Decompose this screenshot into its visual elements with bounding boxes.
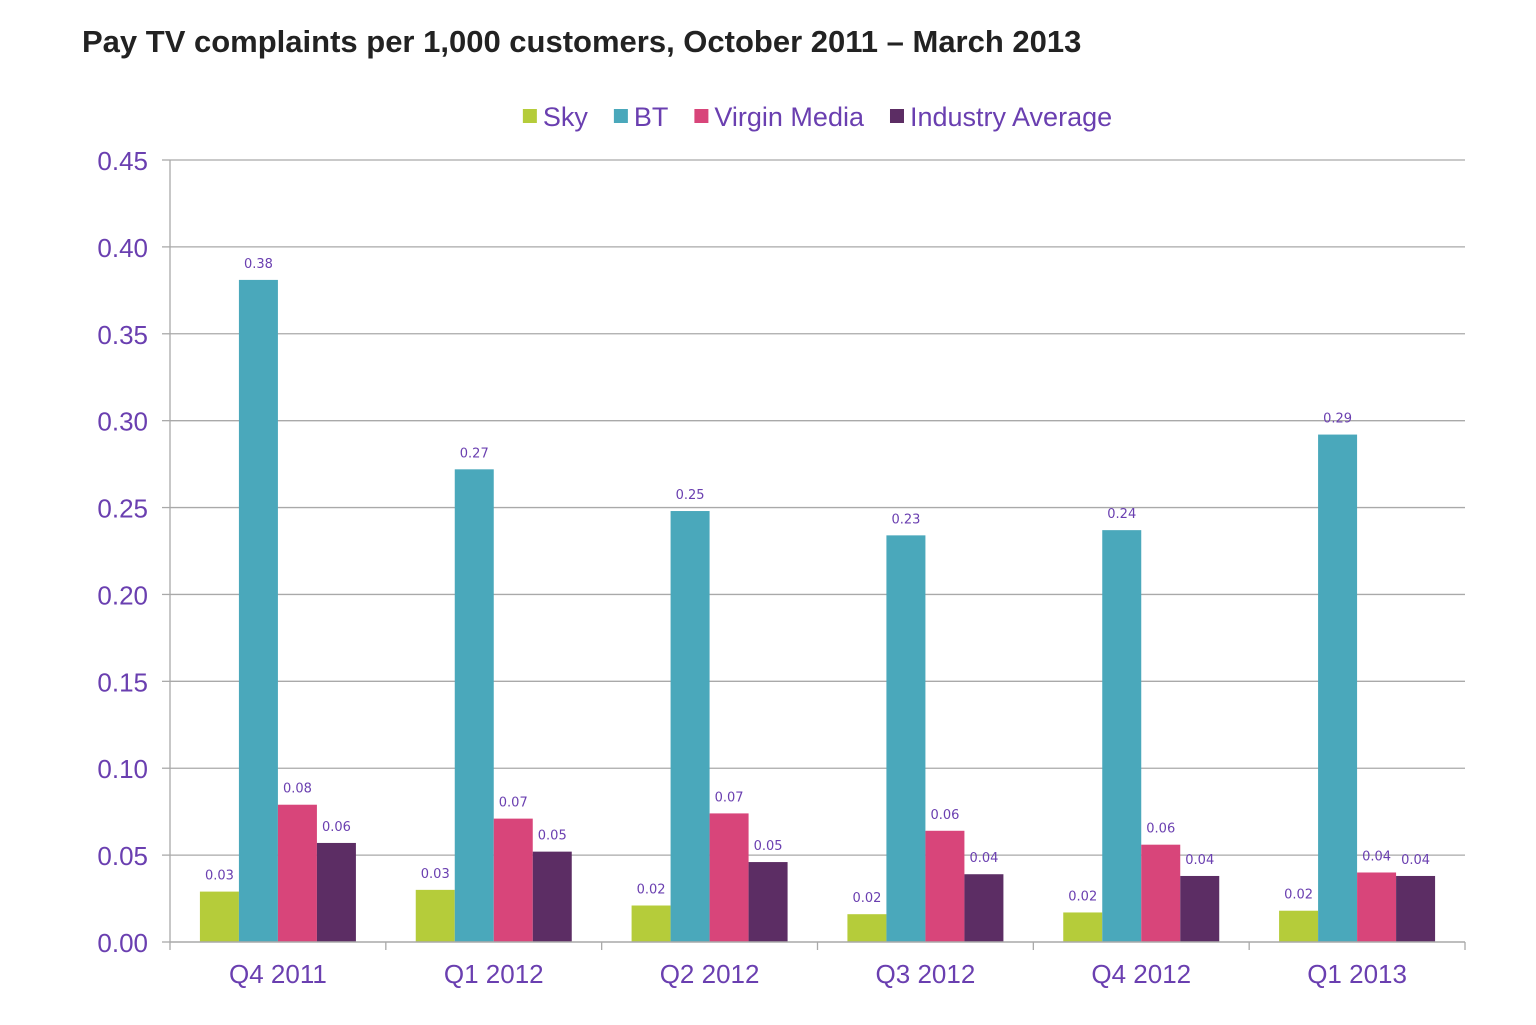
data-label: 0.02 bbox=[1284, 888, 1313, 903]
legend-label: BT bbox=[634, 102, 669, 132]
legend-label: Virgin Media bbox=[714, 102, 865, 132]
data-label: 0.06 bbox=[1146, 822, 1175, 837]
bar-industry-average bbox=[964, 874, 1004, 942]
bar-sky bbox=[631, 905, 671, 942]
data-label: 0.29 bbox=[1323, 412, 1352, 427]
bar-bt bbox=[1318, 434, 1358, 942]
bar-virgin-media bbox=[493, 818, 533, 942]
data-label: 0.04 bbox=[969, 851, 998, 866]
y-tick-label: 0.40 bbox=[97, 233, 148, 263]
x-category-label: Q1 2013 bbox=[1307, 959, 1407, 989]
bar-bt bbox=[670, 511, 710, 942]
chart-title: Pay TV complaints per 1,000 customers, O… bbox=[82, 24, 1082, 59]
legend-swatch bbox=[694, 109, 709, 123]
data-label: 0.27 bbox=[460, 446, 489, 461]
chart-legend: Sky BT Virgin Media Industry Average bbox=[522, 102, 1112, 132]
legend-item: Sky bbox=[522, 102, 589, 132]
bar-industry-average bbox=[532, 851, 572, 942]
data-label: 0.38 bbox=[244, 257, 273, 272]
bar-sky bbox=[415, 889, 455, 942]
x-axis: Q4 2011 Q1 2012 Q2 2012 Q3 2012 Q4 2012 Q1 20… bbox=[169, 941, 1466, 989]
bar-bt bbox=[886, 535, 926, 942]
bar-virgin-media bbox=[709, 813, 749, 942]
bar-sky bbox=[847, 914, 887, 942]
data-label: 0.06 bbox=[930, 808, 959, 823]
y-axis: 0.00 0.05 0.10 0.15 0.20 0.25 0.30 0.35 0.40 0.45 bbox=[97, 146, 171, 958]
data-label: 0.05 bbox=[538, 829, 567, 844]
bar-sky bbox=[199, 891, 239, 942]
bar-industry-average bbox=[1180, 875, 1220, 942]
y-tick-label: 0.10 bbox=[97, 754, 148, 784]
bar-virgin-media bbox=[277, 804, 317, 942]
legend-label: Sky bbox=[543, 102, 589, 132]
legend-swatch bbox=[613, 109, 628, 123]
legend-swatch bbox=[522, 109, 537, 123]
legend-item: Virgin Media bbox=[694, 102, 865, 132]
y-tick-label: 0.00 bbox=[97, 928, 148, 958]
data-label: 0.23 bbox=[891, 512, 920, 527]
legend-item: BT bbox=[613, 102, 669, 132]
y-tick-label: 0.45 bbox=[97, 146, 148, 176]
x-category-label: Q3 2012 bbox=[876, 959, 976, 989]
bar-virgin-media bbox=[925, 830, 965, 942]
x-category-label: Q2 2012 bbox=[660, 959, 760, 989]
legend-item: Industry Average bbox=[889, 102, 1112, 132]
data-label: 0.05 bbox=[754, 839, 783, 854]
x-category-label: Q4 2012 bbox=[1091, 959, 1191, 989]
data-label: 0.03 bbox=[421, 867, 450, 882]
data-label: 0.04 bbox=[1362, 849, 1391, 864]
bar-virgin-media bbox=[1357, 872, 1397, 942]
data-label: 0.02 bbox=[637, 883, 666, 898]
data-label: 0.04 bbox=[1401, 853, 1430, 868]
data-label: 0.08 bbox=[283, 782, 312, 797]
bar-sky bbox=[1063, 912, 1103, 942]
data-label: 0.24 bbox=[1107, 507, 1136, 522]
bar-virgin-media bbox=[1141, 844, 1181, 942]
y-tick-label: 0.20 bbox=[97, 580, 148, 610]
bar-bt bbox=[238, 279, 278, 942]
bar-bt bbox=[454, 469, 494, 942]
y-tick-label: 0.15 bbox=[97, 667, 148, 697]
legend-label: Industry Average bbox=[910, 102, 1112, 132]
data-label: 0.03 bbox=[205, 869, 234, 884]
data-label: 0.06 bbox=[322, 820, 351, 835]
bar-industry-average bbox=[316, 842, 356, 942]
data-label: 0.04 bbox=[1185, 853, 1214, 868]
bar-bt bbox=[1102, 530, 1142, 942]
y-tick-label: 0.35 bbox=[97, 320, 148, 350]
gridlines bbox=[170, 159, 1465, 856]
x-category-label: Q4 2011 bbox=[229, 959, 327, 989]
bar-industry-average bbox=[1396, 875, 1436, 942]
y-tick-label: 0.30 bbox=[97, 407, 148, 437]
bar-industry-average bbox=[748, 862, 788, 942]
data-label: 0.07 bbox=[715, 790, 744, 805]
bars-group: 0.03 0.38 0.08 0.06 0.03 0.27 0.07 0.05 0.02 0.25… bbox=[199, 257, 1436, 942]
data-label: 0.02 bbox=[852, 891, 881, 906]
y-tick-label: 0.05 bbox=[97, 841, 148, 871]
x-category-label: Q1 2012 bbox=[444, 959, 544, 989]
y-tick-label: 0.25 bbox=[97, 494, 148, 524]
bar-sky bbox=[1279, 910, 1319, 942]
data-label: 0.02 bbox=[1068, 889, 1097, 904]
legend-swatch bbox=[889, 109, 904, 123]
data-label: 0.07 bbox=[499, 796, 528, 811]
data-label: 0.25 bbox=[676, 488, 705, 503]
